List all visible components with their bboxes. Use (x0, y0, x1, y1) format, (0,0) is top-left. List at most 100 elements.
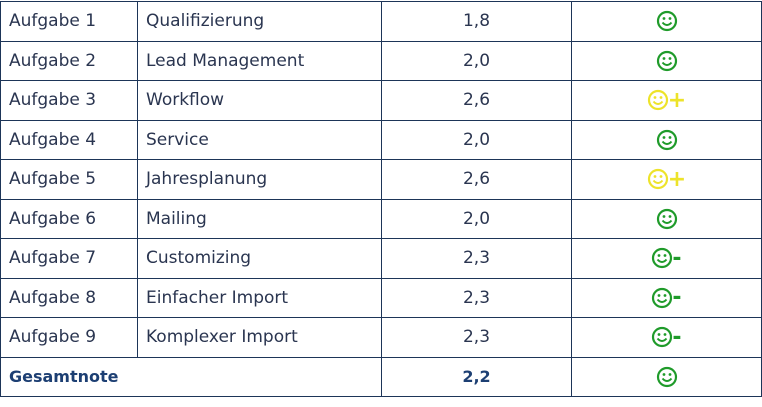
smiley-icon (652, 287, 673, 308)
eye (668, 135, 671, 139)
rating-cell (571, 356, 762, 397)
eye (653, 96, 657, 100)
rating-cell: - (571, 317, 762, 358)
smiley-icon (656, 11, 677, 32)
rating-cell (571, 40, 762, 81)
task-cell: Aufgabe 7 (0, 238, 138, 279)
grade-cell: 1,8 (381, 1, 572, 42)
task-cell: Aufgabe 4 (0, 119, 138, 160)
topic-cell: Lead Management (137, 40, 382, 81)
total-label: Gesamtnote (0, 356, 382, 397)
rating-cell (571, 198, 762, 239)
rating-modifier: + (667, 87, 687, 113)
eye (658, 254, 661, 258)
table-body: Aufgabe 1 Qualifizierung 1,8 Aufgabe 2 Lead … (0, 1, 762, 397)
table-row: Aufgabe 5 Jahresplanung 2,6 + (0, 159, 762, 200)
task-cell: Aufgabe 3 (0, 80, 138, 121)
eye (658, 293, 661, 297)
mouth (661, 219, 672, 224)
face (656, 50, 677, 71)
rating-cell: - (571, 238, 762, 279)
topic-cell: Mailing (137, 198, 382, 239)
eye (653, 175, 657, 179)
table-row: Aufgabe 4 Service 2,0 (0, 119, 762, 160)
grade-cell: 2,0 (381, 198, 572, 239)
smiley-icon (656, 129, 677, 150)
table-row: Aufgabe 6 Mailing 2,0 (0, 198, 762, 239)
grade-cell: 2,3 (381, 238, 572, 279)
grade-cell: 2,6 (381, 159, 572, 200)
grade-cell: 2,0 (381, 40, 572, 81)
task-cell: Aufgabe 2 (0, 40, 138, 81)
smiley-icon (656, 208, 677, 229)
mouth (661, 377, 672, 382)
eye (659, 175, 663, 179)
smiley-icon (656, 366, 677, 387)
eye (664, 293, 667, 297)
grade-cell: 2,0 (381, 119, 572, 160)
topic-cell: Komplexer Import (137, 317, 382, 358)
smiley-icon (656, 50, 677, 71)
face (656, 366, 677, 387)
task-cell: Aufgabe 9 (0, 317, 138, 358)
eye (668, 372, 671, 376)
table-row: Aufgabe 7 Customizing 2,3 - (0, 238, 762, 279)
task-cell: Aufgabe 6 (0, 198, 138, 239)
topic-cell: Service (137, 119, 382, 160)
smiley-icon (647, 90, 668, 111)
rating-cell: + (571, 80, 762, 121)
table-row: Aufgabe 8 Einfacher Import 2,3 - (0, 277, 762, 318)
grade-cell: 2,3 (381, 317, 572, 358)
topic-cell: Qualifizierung (137, 1, 382, 42)
total-grade: 2,2 (381, 356, 572, 397)
grade-cell: 2,3 (381, 277, 572, 318)
face (652, 287, 673, 308)
eye (662, 135, 665, 139)
eye (668, 56, 671, 60)
task-cell: Aufgabe 5 (0, 159, 138, 200)
rating-modifier: - (672, 245, 682, 271)
mouth (652, 101, 664, 106)
eye (659, 96, 663, 100)
eye (664, 333, 667, 337)
table-row: Aufgabe 2 Lead Management 2,0 (0, 40, 762, 81)
table-row: Aufgabe 9 Komplexer Import 2,3 - (0, 317, 762, 358)
eye (662, 56, 665, 60)
topic-cell: Einfacher Import (137, 277, 382, 318)
face (647, 169, 668, 190)
eye (668, 17, 671, 21)
rating-cell (571, 1, 762, 42)
face (647, 90, 668, 111)
smiley-icon (652, 248, 673, 269)
mouth (661, 140, 672, 145)
task-cell: Aufgabe 8 (0, 277, 138, 318)
face (656, 208, 677, 229)
eye (662, 372, 665, 376)
rating-cell (571, 119, 762, 160)
rating-cell: - (571, 277, 762, 318)
mouth (657, 338, 668, 343)
topic-cell: Customizing (137, 238, 382, 279)
eye (662, 17, 665, 21)
table-row: Aufgabe 3 Workflow 2,6 + (0, 80, 762, 121)
face (652, 248, 673, 269)
grade-cell: 2,6 (381, 80, 572, 121)
topic-cell: Workflow (137, 80, 382, 121)
mouth (657, 298, 668, 303)
rating-cell: + (571, 159, 762, 200)
grades-table: Aufgabe 1 Qualifizierung 1,8 Aufgabe 2 Lead … (0, 1, 762, 397)
mouth (661, 22, 672, 27)
eye (668, 214, 671, 218)
face (652, 327, 673, 348)
eye (658, 333, 661, 337)
face (656, 11, 677, 32)
mouth (661, 61, 672, 66)
mouth (657, 259, 668, 264)
rating-modifier: - (672, 324, 682, 350)
task-cell: Aufgabe 1 (0, 1, 138, 42)
table-row: Aufgabe 1 Qualifizierung 1,8 (0, 1, 762, 42)
mouth (652, 180, 664, 185)
topic-cell: Jahresplanung (137, 159, 382, 200)
face (656, 129, 677, 150)
